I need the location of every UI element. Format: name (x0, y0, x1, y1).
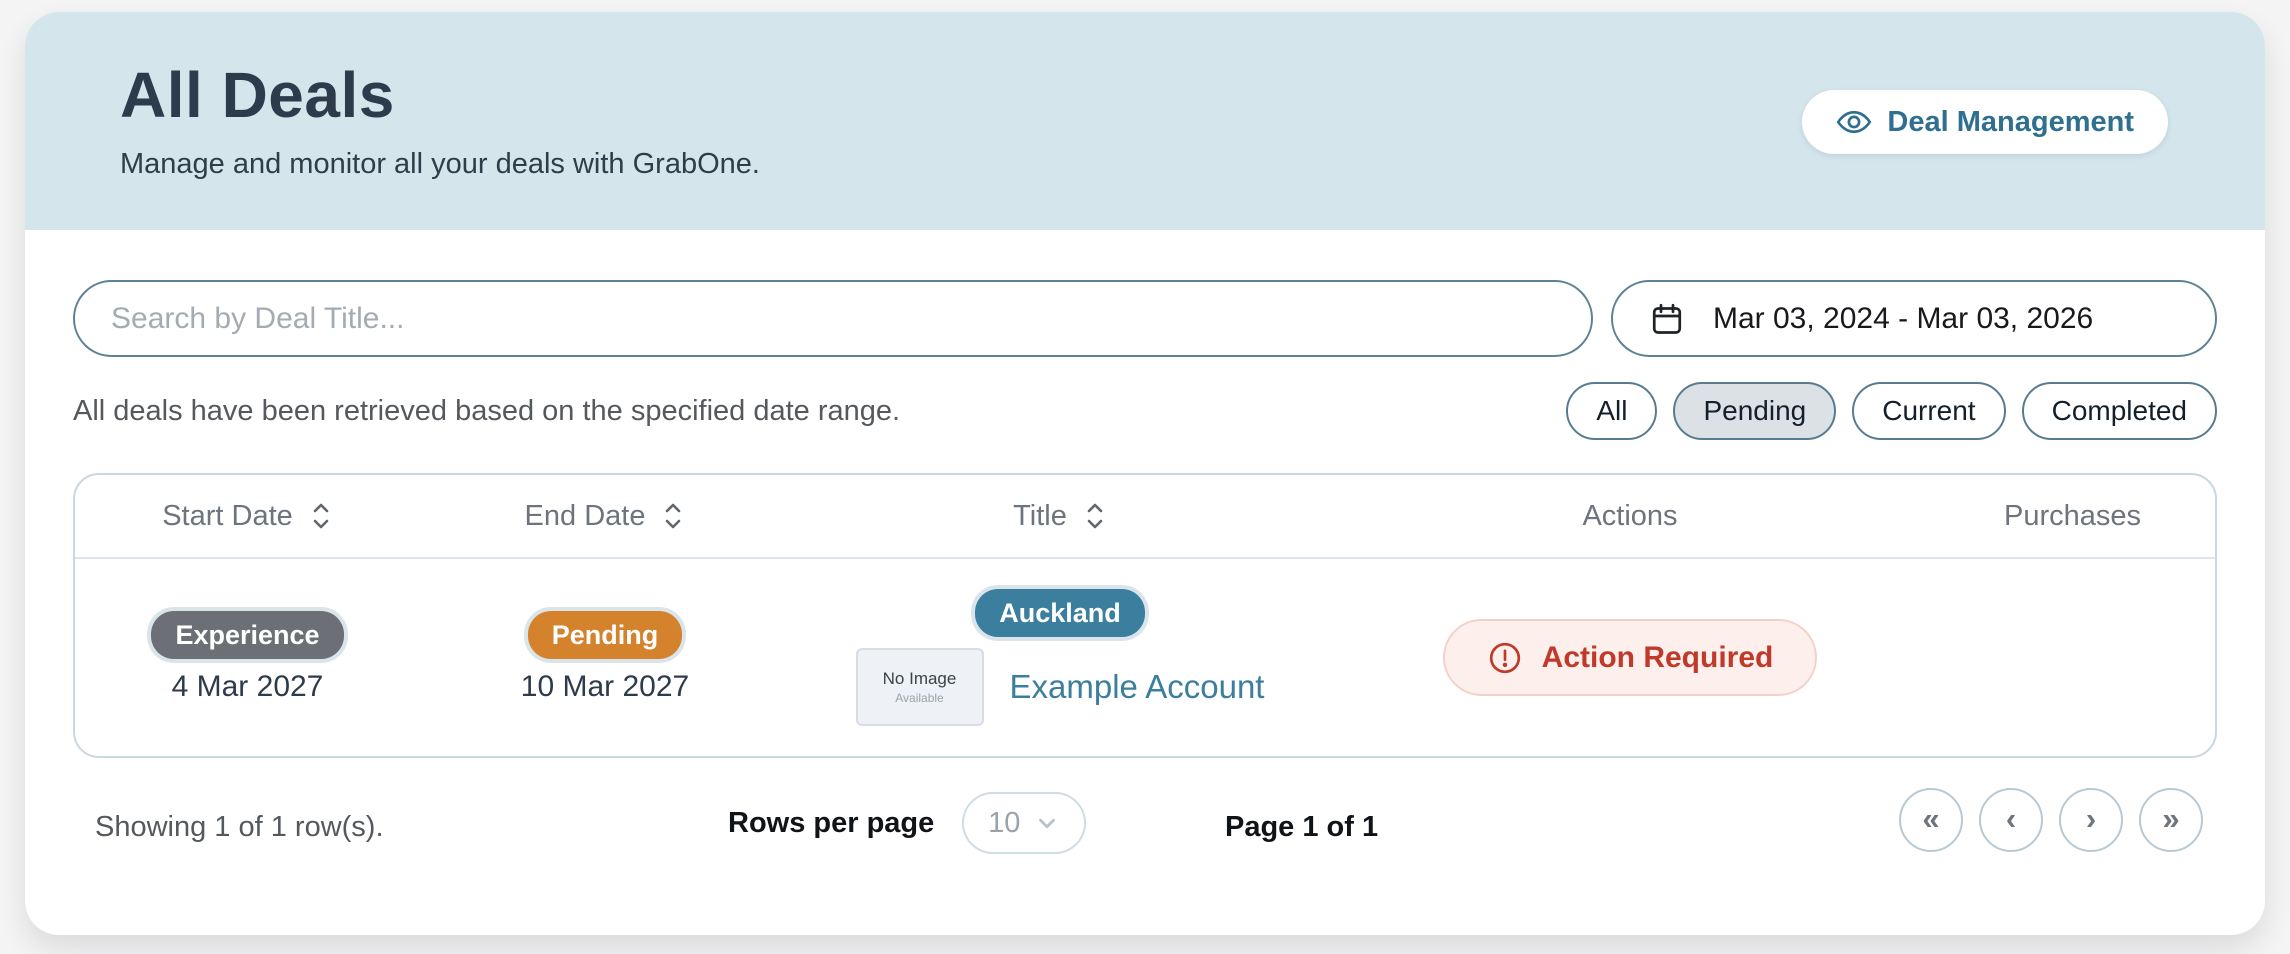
date-range-picker[interactable]: Mar 03, 2024 - Mar 03, 2026 (1611, 280, 2217, 357)
status-message: All deals have been retrieved based on t… (73, 394, 901, 427)
sort-chevrons-icon[interactable] (661, 498, 685, 534)
filter-group: All Pending Current Completed (1566, 382, 2217, 440)
start-date-value: 4 Mar 2027 (171, 670, 324, 704)
end-date-cell: Pending 10 Mar 2027 (420, 559, 790, 756)
filter-pending[interactable]: Pending (1673, 382, 1837, 440)
calendar-icon (1649, 301, 1685, 337)
table-header-row: Start Date End Date (75, 475, 2215, 559)
eye-icon (1836, 104, 1872, 140)
no-image-placeholder: No Image Available (855, 648, 984, 727)
rows-per-page-value: 10 (988, 806, 1021, 839)
column-label: Start Date (162, 499, 293, 532)
start-date-cell: Experience 4 Mar 2027 (75, 559, 420, 756)
deal-management-button[interactable]: Deal Management (1802, 90, 2168, 154)
purchases-cell (1930, 559, 2215, 756)
rows-per-page-label: Rows per page (728, 806, 935, 839)
page-info: Page 1 of 1 (1225, 811, 1379, 843)
status-row: All deals have been retrieved based on t… (73, 382, 2217, 440)
search-input[interactable] (73, 280, 1593, 357)
search-row: Mar 03, 2024 - Mar 03, 2026 (73, 280, 2217, 357)
filter-current[interactable]: Current (1852, 382, 2006, 440)
column-label: End Date (524, 499, 646, 532)
filter-completed[interactable]: Completed (2021, 382, 2217, 440)
action-required-label: Action Required (1541, 640, 1774, 674)
title-cell: Auckland No Image Available Example Acco… (790, 559, 1330, 756)
column-header-end-date[interactable]: End Date (420, 498, 790, 534)
column-label: Title (1013, 499, 1067, 532)
filter-all[interactable]: All (1566, 382, 1658, 440)
date-range-value: Mar 03, 2024 - Mar 03, 2026 (1713, 301, 2094, 335)
all-deals-card: All Deals Manage and monitor all your de… (25, 12, 2265, 935)
rows-per-page-group: Rows per page 10 (728, 792, 1087, 854)
column-label: Purchases (2003, 499, 2141, 532)
column-header-title[interactable]: Title (790, 498, 1330, 534)
next-page-button[interactable]: › (2059, 788, 2123, 852)
no-image-line1: No Image (882, 669, 957, 689)
category-badge: Experience (151, 610, 344, 660)
region-badge: Auckland (975, 588, 1145, 638)
last-page-button[interactable]: » (2139, 788, 2203, 852)
alert-circle-icon (1487, 640, 1523, 676)
sort-chevrons-icon[interactable] (309, 498, 333, 534)
actions-cell: Action Required (1330, 559, 1930, 756)
page-title: All Deals (120, 59, 395, 131)
chevron-down-icon (1034, 810, 1060, 836)
table-row: Experience 4 Mar 2027 Pending 10 Mar 202… (75, 559, 2215, 756)
page-subtitle: Manage and monitor all your deals with G… (120, 148, 760, 180)
no-image-line2: Available (895, 691, 944, 706)
deal-management-label: Deal Management (1887, 105, 2134, 138)
table-footer: Showing 1 of 1 row(s). Rows per page 10 … (73, 758, 2217, 935)
title-content: No Image Available Example Account (855, 648, 1265, 727)
action-required-button[interactable]: Action Required (1442, 619, 1818, 696)
card-body: Mar 03, 2024 - Mar 03, 2026 All deals ha… (25, 280, 2265, 935)
pagination: « ‹ › » (1899, 788, 2203, 852)
previous-page-button[interactable]: ‹ (1979, 788, 2043, 852)
column-header-actions: Actions (1330, 500, 1930, 533)
showing-rows-text: Showing 1 of 1 row(s). (95, 811, 384, 843)
status-badge: Pending (527, 610, 683, 660)
column-header-purchases: Purchases (1930, 500, 2215, 533)
first-page-button[interactable]: « (1899, 788, 1963, 852)
rows-per-page-select[interactable]: 10 (962, 792, 1087, 854)
page-header: All Deals Manage and monitor all your de… (25, 12, 2265, 230)
deal-title-link[interactable]: Example Account (1009, 668, 1265, 706)
deals-table: Start Date End Date (73, 473, 2217, 758)
sort-chevrons-icon[interactable] (1083, 498, 1107, 534)
column-header-start-date[interactable]: Start Date (75, 498, 420, 534)
column-label: Actions (1582, 499, 1678, 532)
end-date-value: 10 Mar 2027 (520, 670, 690, 704)
